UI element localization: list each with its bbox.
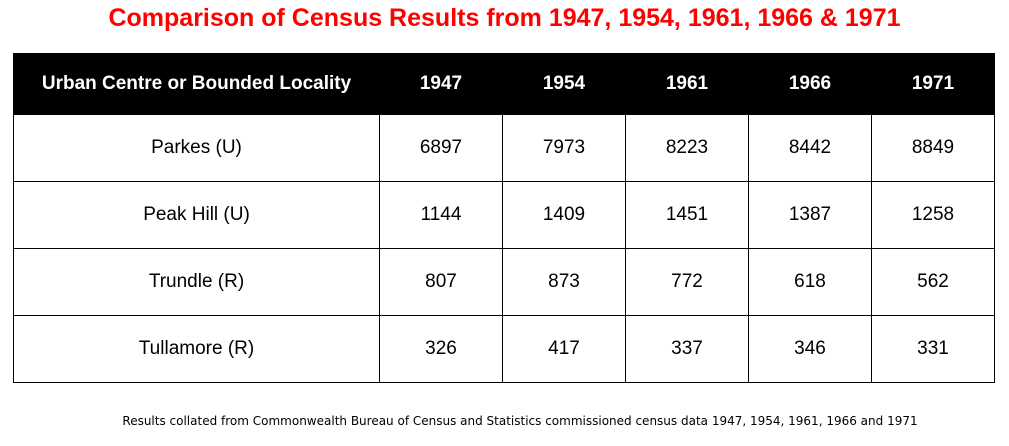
population-cell: 337 bbox=[625, 315, 749, 383]
population-cell: 1409 bbox=[502, 181, 626, 249]
locality-cell: Tullamore (R) bbox=[13, 315, 380, 383]
census-table: Urban Centre or Bounded Locality 1947 19… bbox=[13, 53, 995, 383]
locality-cell: Peak Hill (U) bbox=[13, 181, 380, 249]
population-cell: 6897 bbox=[379, 114, 503, 182]
table-row: Peak Hill (U) 1144 1409 1451 1387 1258 bbox=[13, 181, 995, 249]
population-cell: 7973 bbox=[502, 114, 626, 182]
header-1961: 1961 bbox=[625, 53, 749, 115]
locality-cell: Trundle (R) bbox=[13, 248, 380, 316]
header-locality: Urban Centre or Bounded Locality bbox=[13, 53, 380, 115]
page-title: Comparison of Census Results from 1947, … bbox=[108, 4, 901, 32]
population-cell: 8849 bbox=[871, 114, 995, 182]
population-cell: 417 bbox=[502, 315, 626, 383]
population-cell: 1451 bbox=[625, 181, 749, 249]
header-1947: 1947 bbox=[379, 53, 503, 115]
locality-cell: Parkes (U) bbox=[13, 114, 380, 182]
population-cell: 1258 bbox=[871, 181, 995, 249]
population-cell: 1387 bbox=[748, 181, 872, 249]
header-1971: 1971 bbox=[871, 53, 995, 115]
population-cell: 873 bbox=[502, 248, 626, 316]
table-row: Trundle (R) 807 873 772 618 562 bbox=[13, 248, 995, 316]
population-cell: 346 bbox=[748, 315, 872, 383]
population-cell: 807 bbox=[379, 248, 503, 316]
table-row: Parkes (U) 6897 7973 8223 8442 8849 bbox=[13, 114, 995, 182]
header-1966: 1966 bbox=[748, 53, 872, 115]
population-cell: 618 bbox=[748, 248, 872, 316]
population-cell: 8442 bbox=[748, 114, 872, 182]
population-cell: 1144 bbox=[379, 181, 503, 249]
table-row: Tullamore (R) 326 417 337 346 331 bbox=[13, 315, 995, 383]
table-header-row: Urban Centre or Bounded Locality 1947 19… bbox=[13, 53, 995, 115]
population-cell: 331 bbox=[871, 315, 995, 383]
population-cell: 772 bbox=[625, 248, 749, 316]
population-cell: 8223 bbox=[625, 114, 749, 182]
population-cell: 562 bbox=[871, 248, 995, 316]
population-cell: 326 bbox=[379, 315, 503, 383]
header-1954: 1954 bbox=[502, 53, 626, 115]
source-footnote: Results collated from Commonwealth Burea… bbox=[122, 414, 918, 428]
